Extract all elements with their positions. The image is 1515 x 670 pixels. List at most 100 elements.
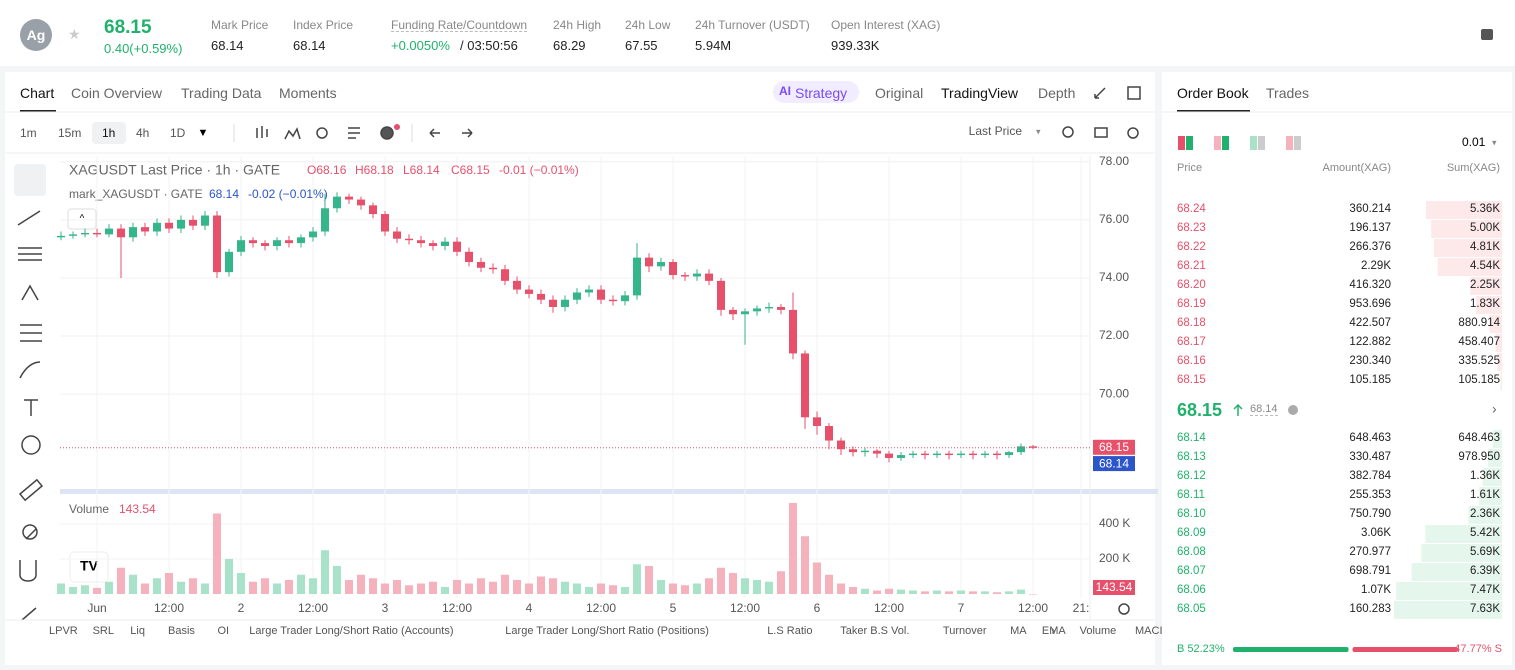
volume-bar bbox=[345, 579, 353, 594]
candle-body bbox=[201, 215, 209, 226]
ob-price: 68.13 bbox=[1177, 451, 1206, 463]
undo-icon[interactable] bbox=[429, 128, 440, 138]
ob-price: 68.10 bbox=[1177, 508, 1206, 520]
x-tick-label: 12:00 bbox=[1018, 601, 1048, 615]
ob-price: 68.18 bbox=[1177, 317, 1206, 329]
dropdown-arrow[interactable]: ▾ bbox=[1492, 137, 1497, 147]
indicator[interactable]: LPVR bbox=[49, 625, 78, 637]
search-icon[interactable] bbox=[1062, 126, 1074, 138]
emoji-tool[interactable] bbox=[21, 435, 41, 455]
tab[interactable]: Moments bbox=[279, 85, 337, 101]
replay-icon[interactable] bbox=[316, 127, 328, 139]
indicator[interactable]: MACI bbox=[1135, 625, 1163, 637]
view-tab[interactable]: Original bbox=[875, 85, 924, 101]
stat-extra: / 03:50:56 bbox=[460, 38, 518, 53]
interval[interactable]: 1m bbox=[20, 126, 37, 140]
layout-icon bbox=[1286, 136, 1293, 150]
drawing-tools[interactable] bbox=[17, 174, 42, 621]
add-icon[interactable] bbox=[380, 126, 394, 140]
interval[interactable]: 4h bbox=[136, 126, 150, 140]
volume-bar bbox=[789, 502, 797, 594]
dropdown-arrow[interactable]: ▾ bbox=[1036, 126, 1041, 136]
ob-header: Sum(XAG) bbox=[1446, 162, 1500, 174]
indicator[interactable]: Turnover bbox=[942, 625, 987, 637]
view-tab[interactable]: Depth bbox=[1038, 85, 1076, 101]
axis-settings[interactable] bbox=[1118, 603, 1130, 615]
candle-body bbox=[321, 208, 329, 232]
candle-body bbox=[1029, 446, 1037, 448]
indicator[interactable]: Liq bbox=[130, 625, 145, 637]
ob-amount: 105.185 bbox=[1349, 374, 1391, 386]
collapse-legend[interactable] bbox=[67, 208, 97, 230]
view-tab[interactable]: TradingView bbox=[941, 85, 1019, 101]
indicator[interactable]: EMA bbox=[1041, 625, 1066, 637]
volume-bar bbox=[873, 590, 881, 594]
candle-body bbox=[921, 453, 929, 456]
pane-separator[interactable] bbox=[60, 489, 1158, 494]
stat-value: 939.33K bbox=[831, 38, 880, 53]
tab[interactable]: Coin Overview bbox=[71, 85, 163, 101]
tab[interactable]: Trading Data bbox=[181, 85, 262, 101]
indicator[interactable]: Taker B.S Vol. bbox=[840, 625, 910, 637]
candle-body bbox=[597, 289, 605, 300]
depth-bar bbox=[1394, 601, 1502, 619]
depth-bar bbox=[1488, 449, 1502, 467]
indicator[interactable]: MA bbox=[1010, 625, 1027, 637]
candle-body bbox=[441, 241, 449, 247]
candle-body bbox=[753, 308, 761, 312]
indicator-icon[interactable] bbox=[284, 127, 301, 140]
candle-icon[interactable] bbox=[256, 126, 268, 138]
indicator[interactable]: Volume bbox=[1079, 625, 1117, 637]
precision[interactable]: 0.01 bbox=[1462, 135, 1486, 149]
ob-tab[interactable]: Trades bbox=[1266, 85, 1310, 101]
chevron[interactable]: › bbox=[1492, 401, 1497, 417]
ob-tab[interactable]: Order Book bbox=[1177, 85, 1249, 101]
chevron[interactable]: › bbox=[1051, 622, 1055, 637]
ob-price: 68.22 bbox=[1177, 241, 1206, 253]
tab[interactable]: Chart bbox=[20, 85, 55, 101]
candle-body bbox=[609, 299, 617, 302]
redo-icon[interactable] bbox=[462, 128, 473, 138]
indicator[interactable]: Basis bbox=[168, 625, 195, 637]
indicator[interactable]: Large Trader Long/Short Ratio (Positions… bbox=[505, 625, 709, 637]
volume-bar bbox=[441, 586, 449, 594]
view-tab[interactable]: Strategy bbox=[795, 85, 848, 101]
candle-body bbox=[573, 292, 581, 300]
strategy-pill[interactable] bbox=[773, 81, 859, 103]
window-icon[interactable] bbox=[1127, 86, 1141, 100]
ob-sum: 4.81K bbox=[1469, 241, 1500, 253]
template-icon[interactable] bbox=[348, 127, 360, 139]
indicator[interactable]: L.S Ratio bbox=[767, 625, 813, 637]
ruler-tool[interactable] bbox=[18, 478, 44, 502]
indicator[interactable]: OI bbox=[217, 625, 230, 637]
tv-logo-text: TV bbox=[80, 558, 99, 574]
candle-body bbox=[717, 280, 725, 310]
candle-body bbox=[633, 257, 641, 296]
volume-bar bbox=[165, 572, 173, 594]
ob-price: 68.12 bbox=[1177, 470, 1206, 482]
indicator[interactable]: Large Trader Long/Short Ratio (Accounts) bbox=[249, 625, 454, 637]
interval[interactable]: 1h bbox=[102, 126, 116, 140]
stat-label: Open Interest (XAG) bbox=[831, 18, 941, 32]
expand-icon[interactable] bbox=[1094, 87, 1106, 99]
price-source[interactable]: Last Price bbox=[969, 124, 1023, 138]
interval-pill[interactable] bbox=[92, 122, 126, 144]
volume-bar bbox=[801, 536, 809, 594]
collapse-icon[interactable]: ^ bbox=[80, 214, 85, 225]
indicator[interactable]: SRL bbox=[92, 625, 114, 637]
favorite-star[interactable]: ★ bbox=[68, 26, 81, 42]
dropdown-arrow[interactable]: ▼ bbox=[198, 127, 209, 139]
depth-bar bbox=[1425, 525, 1502, 543]
volume-bar bbox=[585, 586, 593, 594]
interval[interactable]: 1D bbox=[170, 126, 186, 140]
volume-bar bbox=[357, 574, 365, 594]
camera-icon[interactable] bbox=[1094, 127, 1108, 138]
volume-bar bbox=[621, 586, 629, 594]
interval[interactable]: 15m bbox=[58, 126, 82, 140]
tool-selected[interactable] bbox=[14, 164, 46, 196]
volume-bar bbox=[525, 583, 533, 594]
icon-button[interactable] bbox=[1481, 29, 1493, 40]
volume-tag-label: 143.54 bbox=[1096, 580, 1133, 594]
settings-icon[interactable] bbox=[1127, 127, 1139, 139]
zoom-tool[interactable] bbox=[22, 524, 38, 540]
